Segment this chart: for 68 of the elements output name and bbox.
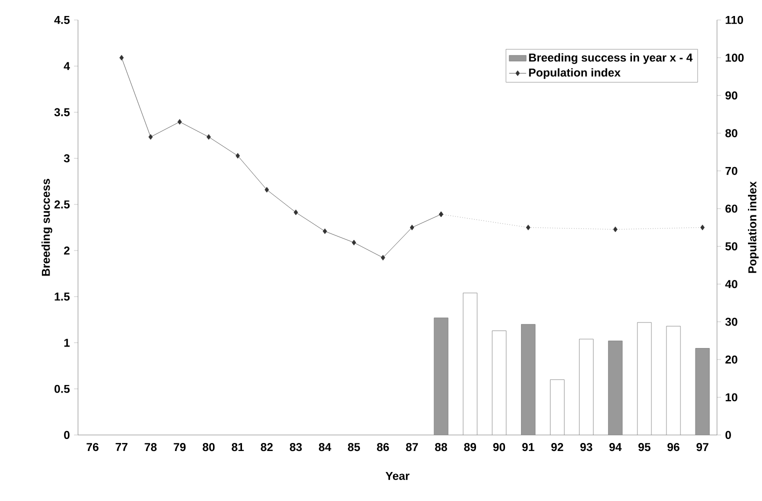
y-tick-label: 0 (64, 430, 70, 440)
x-tick-label: 77 (116, 443, 128, 451)
legend-label: Population index (529, 68, 621, 79)
point (700, 224, 705, 230)
x-tick-label: 91 (522, 443, 534, 452)
x-tick-label: 80 (202, 443, 215, 452)
point (236, 153, 240, 159)
x-tick-label: 81 (232, 443, 244, 452)
point (380, 254, 386, 260)
point (294, 210, 298, 216)
y-tick-label: 3 (64, 154, 70, 162)
x-tick-label: 92 (551, 443, 564, 452)
y-tick-label: 3.5 (54, 108, 70, 116)
y2-tick-label: 60 (725, 204, 738, 213)
point (148, 134, 153, 140)
point (178, 119, 182, 125)
bar (637, 322, 652, 435)
bar (695, 348, 710, 435)
legend-label: Breeding success in year x - 4 (529, 53, 693, 64)
y2-tick-label: 30 (725, 318, 738, 326)
x-tick-label: 78 (144, 443, 157, 452)
x-tick-label: 95 (638, 443, 650, 452)
y2-tick-label: 10 (726, 393, 738, 402)
y2-axis-title: Population index (748, 181, 759, 273)
y2-tick-label: 110 (726, 16, 744, 24)
x-tick-label: 96 (667, 443, 680, 452)
x-tick-label: 88 (435, 443, 448, 452)
y-tick-label: 2.5 (54, 200, 70, 208)
point (526, 224, 530, 230)
y2-tick-label: 40 (725, 280, 738, 288)
point (352, 240, 356, 246)
x-tick-label: 94 (609, 443, 622, 452)
x-tick-label: 93 (580, 443, 592, 452)
x-tick-label: 97 (696, 443, 708, 452)
point (206, 134, 211, 140)
x-tick-label: 89 (464, 443, 476, 452)
y2-tick-label: 80 (725, 129, 738, 138)
bar (608, 340, 623, 435)
y-tick-label: 4.5 (54, 16, 70, 24)
y-tick-label: 1.5 (54, 292, 70, 301)
x-tick-label: 90 (493, 443, 506, 452)
x-tick-label: 87 (406, 443, 418, 452)
x-tick-label: 84 (318, 443, 332, 452)
x-tick-label: 85 (348, 443, 360, 452)
y2-tick-label: 50 (725, 242, 738, 250)
x-axis-title: Year (386, 472, 410, 480)
x-tick-label: 79 (174, 443, 186, 452)
bar (550, 379, 564, 435)
y2-tick-label: 20 (725, 355, 738, 364)
x-tick-label: 82 (260, 443, 273, 452)
y2-tick-label: 90 (725, 91, 738, 100)
y-tick-label: 1 (64, 338, 70, 347)
point (438, 211, 444, 218)
y-tick-label: 0.5 (54, 384, 70, 393)
point (322, 228, 328, 234)
bar (521, 324, 536, 435)
x-tick-label: 83 (290, 443, 302, 452)
y-tick-label: 4 (64, 62, 70, 70)
y2-tick-label: 0 (725, 430, 731, 440)
y2-tick-label: 100 (726, 54, 744, 62)
point (613, 226, 618, 232)
point (119, 54, 124, 61)
y-axis-title: Breeding success (42, 178, 52, 276)
point (410, 224, 414, 230)
y-tick-label: 2 (64, 246, 70, 255)
x-tick-label: 76 (86, 443, 98, 452)
x-tick-label: 86 (376, 443, 389, 452)
y2-tick-label: 70 (726, 166, 738, 175)
